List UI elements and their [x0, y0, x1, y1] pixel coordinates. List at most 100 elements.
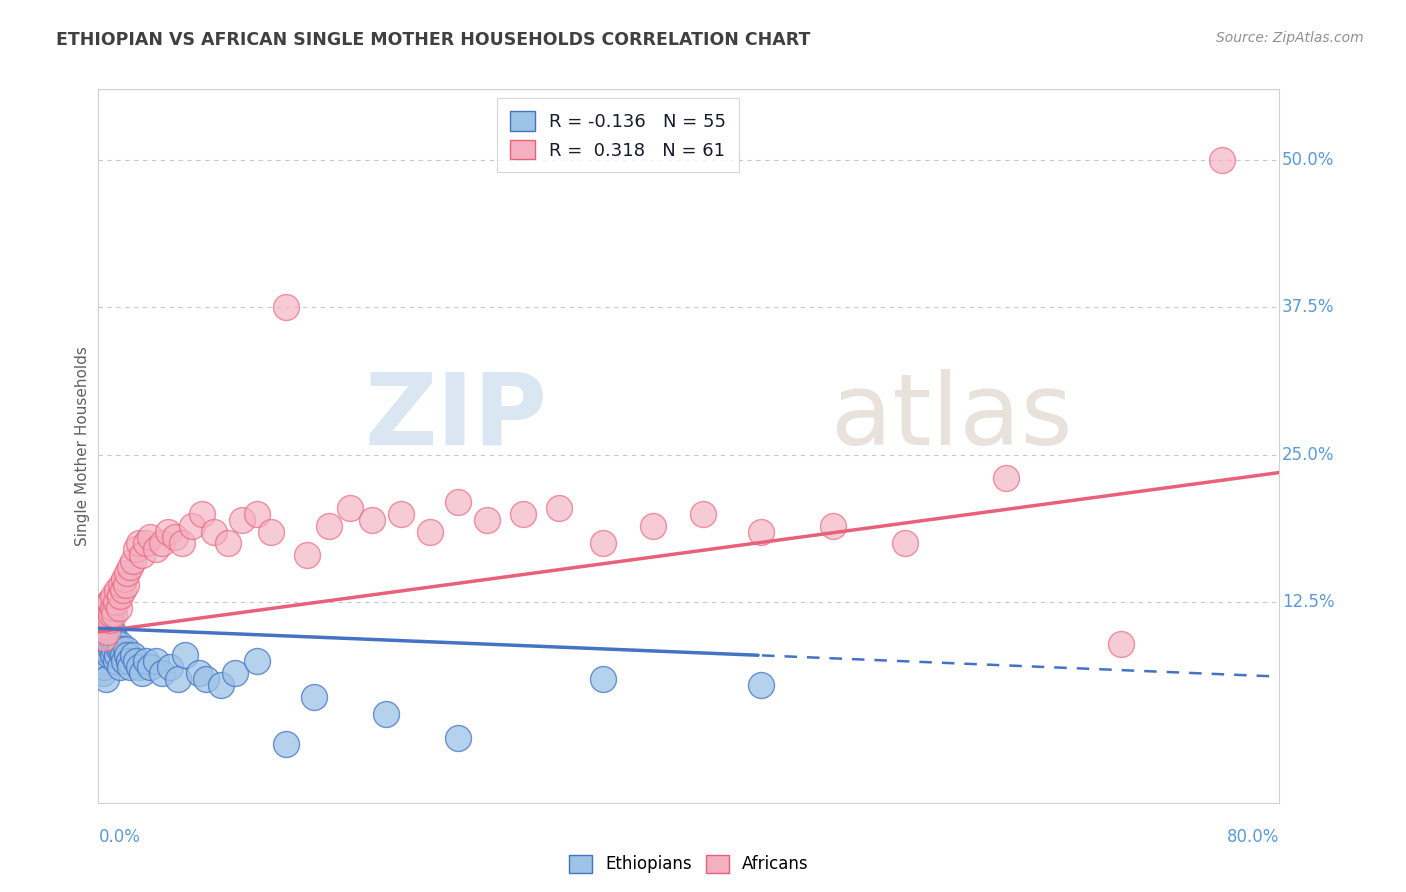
Point: [512, 507, 534, 521]
Point: [641, 518, 664, 533]
Point: [170, 536, 193, 550]
Point: [103, 607, 125, 621]
Point: [260, 524, 283, 539]
Point: [98, 619, 121, 633]
Point: [994, 471, 1017, 485]
Point: [131, 548, 153, 562]
Legend: Ethiopians, Africans: Ethiopians, Africans: [562, 848, 815, 880]
Point: [274, 737, 297, 751]
Point: [93, 642, 115, 657]
Point: [94, 613, 117, 627]
Point: [115, 648, 138, 663]
Point: [274, 301, 297, 315]
Point: [111, 583, 134, 598]
Point: [145, 654, 167, 668]
Point: [101, 624, 124, 639]
Text: 12.5%: 12.5%: [1282, 593, 1334, 611]
Point: [592, 672, 614, 686]
Point: [97, 607, 120, 621]
Point: [90, 654, 112, 668]
Point: [339, 500, 361, 515]
Text: 0.0%: 0.0%: [98, 828, 141, 846]
Point: [131, 666, 153, 681]
Point: [195, 672, 218, 686]
Point: [191, 507, 214, 521]
Point: [108, 636, 131, 650]
Point: [231, 513, 253, 527]
Point: [894, 536, 917, 550]
Point: [93, 631, 115, 645]
Point: [112, 572, 135, 586]
Point: [91, 619, 114, 633]
Point: [821, 518, 844, 533]
Point: [110, 642, 132, 657]
Point: [96, 624, 118, 639]
Point: [156, 524, 179, 539]
Text: ETHIOPIAN VS AFRICAN SINGLE MOTHER HOUSEHOLDS CORRELATION CHART: ETHIOPIAN VS AFRICAN SINGLE MOTHER HOUSE…: [56, 31, 811, 49]
Point: [111, 648, 134, 663]
Point: [110, 577, 132, 591]
Point: [108, 590, 131, 604]
Point: [115, 566, 138, 580]
Text: atlas: atlas: [831, 369, 1073, 466]
Point: [93, 660, 115, 674]
Point: [104, 595, 127, 609]
Text: ZIP: ZIP: [364, 369, 547, 466]
Point: [98, 636, 121, 650]
Point: [419, 524, 441, 539]
Text: 37.5%: 37.5%: [1282, 299, 1334, 317]
Point: [145, 542, 167, 557]
Point: [389, 507, 412, 521]
Point: [105, 648, 128, 663]
Point: [96, 624, 118, 639]
Point: [98, 613, 121, 627]
Point: [100, 631, 122, 645]
Point: [114, 577, 136, 591]
Point: [447, 495, 470, 509]
Point: [159, 660, 181, 674]
Point: [188, 666, 211, 681]
Point: [94, 601, 117, 615]
Point: [101, 648, 124, 663]
Point: [101, 601, 124, 615]
Point: [246, 507, 269, 521]
Point: [1211, 153, 1233, 167]
Point: [120, 560, 142, 574]
Point: [361, 513, 384, 527]
Point: [107, 642, 129, 657]
Point: [100, 642, 122, 657]
Point: [477, 513, 499, 527]
Point: [217, 536, 239, 550]
Point: [128, 660, 150, 674]
Point: [150, 666, 173, 681]
Point: [112, 654, 135, 668]
Point: [318, 518, 340, 533]
Point: [173, 648, 195, 663]
Point: [150, 536, 173, 550]
Point: [103, 631, 125, 645]
Text: 50.0%: 50.0%: [1282, 151, 1334, 169]
Point: [122, 648, 145, 663]
Point: [107, 601, 129, 615]
Point: [103, 642, 125, 657]
Point: [749, 678, 772, 692]
Y-axis label: Single Mother Households: Single Mother Households: [75, 346, 90, 546]
Point: [375, 707, 398, 722]
Point: [100, 607, 122, 621]
Point: [120, 660, 142, 674]
Point: [94, 636, 117, 650]
Point: [447, 731, 470, 745]
Point: [98, 595, 121, 609]
Point: [122, 554, 145, 568]
Point: [297, 548, 319, 562]
Point: [1109, 636, 1132, 650]
Point: [592, 536, 614, 550]
Point: [104, 654, 127, 668]
Point: [202, 524, 225, 539]
Text: 80.0%: 80.0%: [1227, 828, 1279, 846]
Point: [118, 654, 141, 668]
Point: [101, 590, 124, 604]
Text: 25.0%: 25.0%: [1282, 446, 1334, 464]
Point: [91, 666, 114, 681]
Point: [135, 654, 157, 668]
